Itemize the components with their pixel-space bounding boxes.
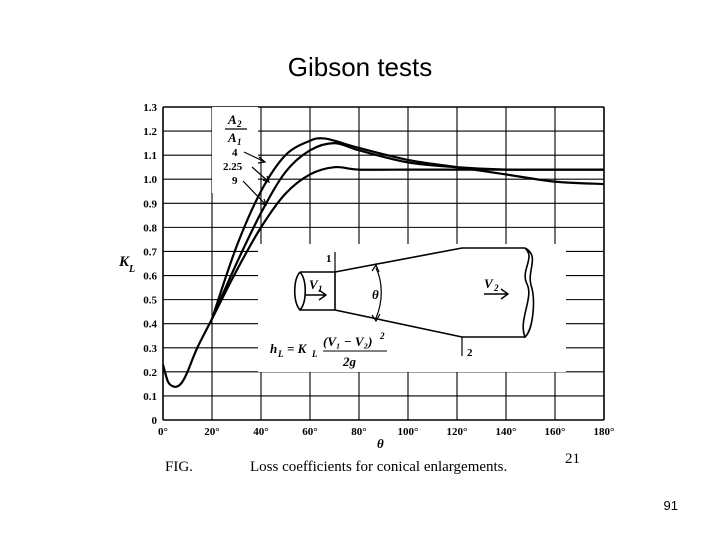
section-2-label: 2 xyxy=(467,347,473,359)
y-axis-label: K xyxy=(118,254,130,270)
v2-arrow xyxy=(484,288,510,300)
legend-background xyxy=(212,107,258,193)
caption-label: FIG. xyxy=(165,459,193,475)
inset-background xyxy=(258,244,566,372)
y-tick-label: 0.2 xyxy=(143,367,157,379)
x-tick-label: 20° xyxy=(204,426,219,438)
y-tick-label: 1.2 xyxy=(143,126,157,138)
formula-denominator: 2g xyxy=(342,354,357,369)
caption-ref: 21 xyxy=(565,451,580,467)
inlet-pipe xyxy=(300,271,336,311)
series-line-0 xyxy=(210,137,605,320)
legend-entry-2-25: 2.25 xyxy=(223,161,243,173)
x-tick-label: 120° xyxy=(447,426,468,438)
inlet-pipe-end xyxy=(293,271,307,312)
x-tick-label: 180° xyxy=(594,426,615,438)
x-tick-label: 0° xyxy=(158,426,168,438)
legend-header-num: A xyxy=(227,112,237,127)
y-tick-label: 0.8 xyxy=(143,222,157,234)
legend-header-num-sub: 2 xyxy=(236,119,242,129)
x-tick-label: 100° xyxy=(398,426,419,438)
formula-eq-sub: L xyxy=(311,349,318,359)
x-tick-label: 80° xyxy=(351,426,366,438)
legend-entry-4: 4 xyxy=(232,147,238,159)
section-1-label: 1 xyxy=(326,253,332,265)
x-tick-label: 160° xyxy=(545,426,566,438)
conical-enlargement-diagram xyxy=(293,247,535,356)
angle-arrow-top xyxy=(371,263,380,273)
inset-labels: V 1 V 2 θ 1 2 h L = K L (V₁ − V₂) 2 2g xyxy=(270,253,499,369)
x-tick-label: 40° xyxy=(253,426,268,438)
y-tick-label: 0.4 xyxy=(143,319,157,331)
y-tick-label: 1.3 xyxy=(143,102,157,114)
page-number: 91 xyxy=(663,498,678,513)
formula-lhs: h xyxy=(270,341,277,356)
y-axis-label-sub: L xyxy=(128,264,135,275)
legend-arrow-4 xyxy=(243,151,267,164)
outlet-pipe-end xyxy=(522,247,535,339)
y-tick-label: 1.1 xyxy=(143,150,157,162)
legend-header-den-sub: 1 xyxy=(237,137,242,147)
formula-numerator: (V₁ − V₂) xyxy=(323,334,372,349)
y-tick-label: 0 xyxy=(152,415,158,427)
cone-upper-wall xyxy=(334,247,463,273)
y-tick-label: 0.5 xyxy=(143,295,157,307)
y-tick-label: 0.9 xyxy=(143,198,157,210)
angle-arrow-bottom xyxy=(371,313,381,323)
v2-label: V xyxy=(484,276,494,291)
legend-header-den: A xyxy=(227,130,237,145)
x-tick-label: 140° xyxy=(496,426,517,438)
angle-label: θ xyxy=(372,287,379,302)
figure-caption: FIG. Loss coefficients for conical enlar… xyxy=(165,451,580,475)
legend: A 2 A 1 4 2.25 9 xyxy=(223,112,270,206)
formula-numerator-exp: 2 xyxy=(379,331,385,341)
y-tick-label: 1.0 xyxy=(143,174,157,186)
slide-title: Gibson tests xyxy=(287,52,433,82)
y-tick-label: 0.7 xyxy=(143,246,157,258)
x-axis-label: θ xyxy=(377,436,384,451)
x-tick-label: 60° xyxy=(302,426,317,438)
chart-series xyxy=(161,137,605,388)
series-line-2 xyxy=(161,165,604,388)
y-tick-label: 0.3 xyxy=(143,343,157,355)
angle-arc xyxy=(375,267,382,319)
v2-label-sub: 2 xyxy=(493,283,499,293)
y-tick-label: 0.6 xyxy=(143,271,157,283)
v1-label: V xyxy=(309,277,319,292)
y-tick-label: 0.1 xyxy=(143,391,157,403)
chart-ticks: 0° 20° 40° 60° 80° 100° 120° 140° 160° 180° 0 0.1 0.… xyxy=(143,102,614,438)
caption-text: Loss coefficients for conical enlargemen… xyxy=(250,459,507,475)
formula-eq: = K xyxy=(287,341,308,356)
formula-lhs-sub: L xyxy=(277,349,284,359)
legend-entry-9: 9 xyxy=(232,175,238,187)
v1-label-sub: 1 xyxy=(318,284,323,294)
v1-arrow xyxy=(305,289,328,301)
cone-lower-wall xyxy=(334,309,463,338)
outlet-pipe xyxy=(462,247,525,338)
